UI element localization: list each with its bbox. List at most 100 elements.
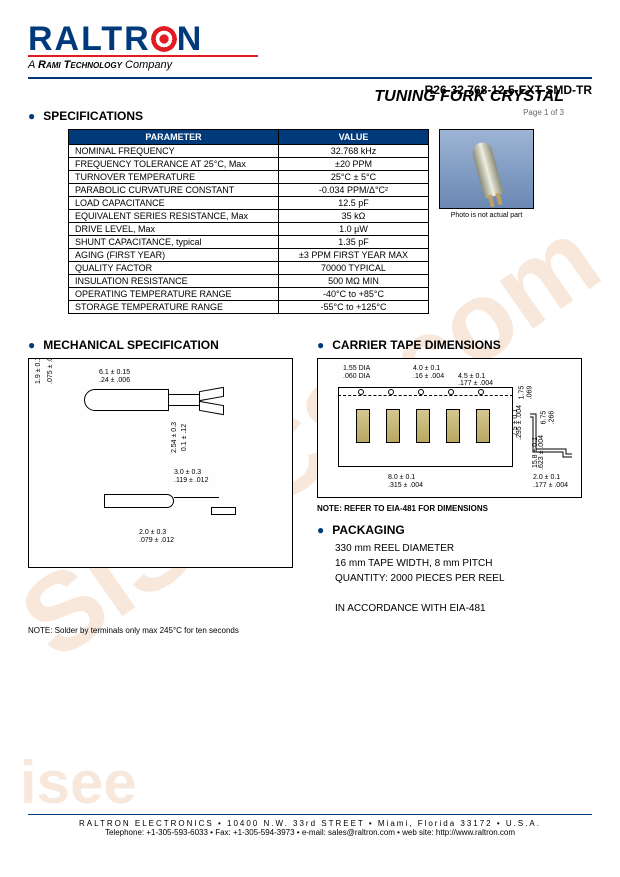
tdim-1a: 1.55 DIA (343, 365, 370, 372)
table-row: FREQUENCY TOLERANCE AT 25°C, Max±20 PPM (69, 158, 429, 171)
spec-value: ±3 PPM FIRST YEAR MAX (279, 249, 429, 262)
tdim-3a: 4.5 ± 0.1 (458, 373, 485, 380)
photo-caption: Photo is not actual part (439, 212, 534, 219)
tagline-brand: Rami Technology (38, 59, 122, 71)
spec-value: 12.5 pF (279, 197, 429, 210)
mech-body-top (84, 389, 169, 411)
solder-note-label: NOTE: (28, 626, 55, 635)
spec-param: FREQUENCY TOLERANCE AT 25°C, Max (69, 158, 279, 171)
table-row: DRIVE LEVEL, Max1.0 µW (69, 223, 429, 236)
product-photo (439, 129, 534, 209)
table-row: INSULATION RESISTANCE500 MΩ MIN (69, 275, 429, 288)
spec-value: 1.35 pF (279, 236, 429, 249)
tape-column: CARRIER TAPE DIMENSIONS (317, 332, 592, 616)
table-row: NOMINAL FREQUENCY32.768 kHz (69, 145, 429, 158)
logo-target-icon (151, 26, 177, 52)
spec-value: -40°C to +85°C (279, 288, 429, 301)
spec-value: 32.768 kHz (279, 145, 429, 158)
table-row: SHUNT CAPACITANCE, typical1.35 pF (69, 236, 429, 249)
page-indicator: Page 1 of 3 (374, 108, 564, 117)
specs-head-param: PARAMETER (69, 130, 279, 145)
spec-param: DRIVE LEVEL, Max (69, 223, 279, 236)
spec-value: -55°C to +125°C (279, 301, 429, 314)
dim-5a: 2.0 ± 0.3 (139, 529, 166, 536)
dim-3a: 2.54 ± 0.3 (171, 422, 178, 453)
section-packaging: PACKAGING (317, 523, 592, 537)
spec-param: EQUIVALENT SERIES RESISTANCE, Max (69, 210, 279, 223)
specs-row: PARAMETER VALUE NOMINAL FREQUENCY32.768 … (28, 129, 592, 314)
table-row: AGING (FIRST YEAR)±3 PPM FIRST YEAR MAX (69, 249, 429, 262)
solder-note-text: Solder by terminals only max 245°C for t… (55, 626, 239, 635)
dim-2b: .24 ± .006 (99, 377, 130, 384)
spec-value: 500 MΩ MIN (279, 275, 429, 288)
dim-2a: 6.1 ± 0.15 (99, 369, 130, 376)
mech-column: MECHANICAL SPECIFICATION 1.9 ± 0.1 .075 … (28, 332, 303, 616)
specs-header-row: PARAMETER VALUE (69, 130, 429, 145)
tdim-7b: .266 (549, 411, 556, 425)
spec-value: ±20 PPM (279, 158, 429, 171)
tdim-8b: .623 ± .004 (538, 435, 545, 470)
tape-component (476, 409, 490, 443)
table-row: PARABOLIC CURVATURE CONSTANT-0.034 PPM/Δ… (69, 184, 429, 197)
page-footer: RALTRON ELECTRONICS • 10400 N.W. 33rd ST… (28, 814, 592, 837)
sprocket-hole (388, 389, 394, 395)
tdim-2a: 4.0 ± 0.1 (413, 365, 440, 372)
spec-param: TURNOVER TEMPERATURE (69, 171, 279, 184)
spec-value: -0.034 PPM/Δ°C² (279, 184, 429, 197)
spec-param: AGING (FIRST YEAR) (69, 249, 279, 262)
mech-leads-top (169, 394, 199, 406)
tdim-3b: .177 ± .004 (458, 380, 493, 387)
spec-value: 35 kΩ (279, 210, 429, 223)
tdim-7a: 6.75 (541, 411, 548, 425)
crystal-cylinder-icon (470, 140, 504, 198)
packaging-body: 330 mm REEL DIAMETER 16 mm TAPE WIDTH, 8… (335, 541, 592, 616)
spec-param: NOMINAL FREQUENCY (69, 145, 279, 158)
pkg-line-3: QUANTITY: 2000 PIECES PER REEL (335, 571, 592, 586)
tape-component (446, 409, 460, 443)
photo-box: Photo is not actual part (439, 129, 534, 219)
spec-value: 70000 TYPICAL (279, 262, 429, 275)
tape-note: NOTE: REFER TO EIA-481 FOR DIMENSIONS (317, 504, 592, 513)
footer-rule (28, 814, 592, 815)
mech-body-side (104, 494, 174, 508)
table-row: TURNOVER TEMPERATURE25°C ± 5°C (69, 171, 429, 184)
tdim-5b: .069 (527, 386, 534, 400)
sprocket-hole (418, 389, 424, 395)
mech-pad1 (199, 387, 224, 401)
table-row: QUALITY FACTOR70000 TYPICAL (69, 262, 429, 275)
spec-param: OPERATING TEMPERATURE RANGE (69, 288, 279, 301)
doc-title: TUNING FORK CRYSTAL (374, 88, 564, 106)
pkg-line-1: 330 mm REEL DIAMETER (335, 541, 592, 556)
footer-line-1: RALTRON ELECTRONICS • 10400 N.W. 33rd ST… (28, 819, 592, 828)
logo: RALTRN (28, 20, 592, 59)
logo-block: RALTRN A Rami Technology Company (28, 20, 592, 71)
header-right: TUNING FORK CRYSTAL Page 1 of 3 (374, 88, 564, 117)
tape-diagram: 1.55 DIA .060 DIA 4.0 ± 0.1 .16 ± .004 4… (317, 358, 582, 498)
header-rule (28, 77, 592, 79)
dim-5b: .079 ± .012 (139, 537, 174, 544)
packaging-block: PACKAGING 330 mm REEL DIAMETER 16 mm TAP… (317, 523, 592, 616)
mechanical-diagram: 1.9 ± 0.1 .075 ± .004 6.1 ± 0.15 .24 ± .… (28, 358, 293, 568)
tdim-2b: .16 ± .004 (413, 373, 444, 380)
dim-1b: .075 ± .004 (47, 358, 54, 384)
tdim-6b: .295 ± .004 (516, 405, 523, 440)
tdim-9a: 2.0 ± 0.1 (533, 474, 560, 481)
specs-table: PARAMETER VALUE NOMINAL FREQUENCY32.768 … (68, 129, 429, 314)
mech-pad2 (199, 401, 224, 415)
mech-foot (211, 507, 236, 515)
solder-note: NOTE: Solder by terminals only max 245°C… (28, 626, 592, 635)
spec-param: QUALITY FACTOR (69, 262, 279, 275)
dim-3b: 0.1 ± .12 (181, 424, 188, 451)
logo-text-1: RALTR (28, 20, 151, 58)
sprocket-hole (358, 389, 364, 395)
footer-line-2: Telephone: +1-305-593-6033 • Fax: +1-305… (28, 828, 592, 837)
spec-value: 1.0 µW (279, 223, 429, 236)
table-row: OPERATING TEMPERATURE RANGE-40°C to +85°… (69, 288, 429, 301)
watermark-corner: isee (20, 748, 137, 817)
tdim-4a: 8.0 ± 0.1 (388, 474, 415, 481)
tape-component (416, 409, 430, 443)
sprocket-hole (478, 389, 484, 395)
tape-component (386, 409, 400, 443)
section-tape: CARRIER TAPE DIMENSIONS (317, 338, 592, 352)
table-row: EQUIVALENT SERIES RESISTANCE, Max35 kΩ (69, 210, 429, 223)
